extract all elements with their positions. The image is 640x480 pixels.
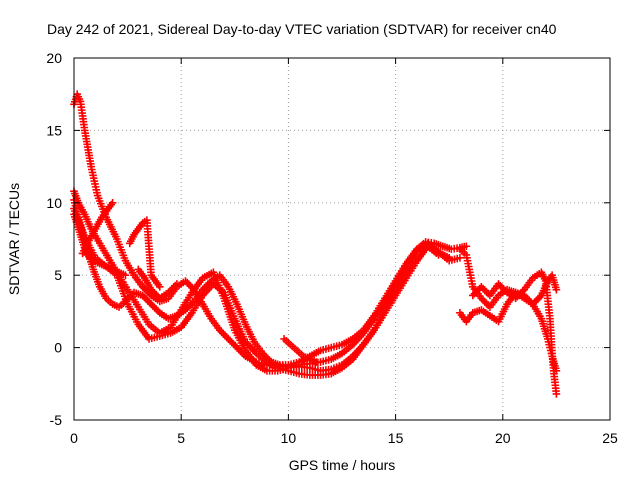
plot-frame — [73, 57, 611, 421]
axis-ticks: 0 5 10 15 20 25 -5 0 5 10 15 20 — [46, 50, 618, 446]
x-tick-label: 20 — [495, 430, 511, 446]
x-tick-label: 0 — [70, 430, 78, 446]
x-tick-label: 10 — [281, 430, 297, 446]
data-point — [312, 358, 321, 366]
data-point — [155, 282, 164, 291]
series-track-12 — [468, 268, 561, 398]
y-tick-label: -5 — [50, 412, 63, 428]
x-axis-label: GPS time / hours — [289, 457, 396, 473]
chart-title: Day 242 of 2021, Sidereal Day-to-day VTE… — [47, 21, 557, 37]
series-track-8 — [134, 265, 181, 303]
series-track-6 — [78, 199, 117, 258]
y-axis-label: SDTVAR / TECUs — [6, 183, 22, 295]
data-point — [108, 199, 117, 207]
x-tick-label: 5 — [177, 430, 185, 446]
data-point — [121, 271, 130, 279]
data-point — [456, 254, 464, 262]
y-tick-label: 5 — [54, 267, 62, 283]
x-tick-label: 25 — [602, 430, 618, 446]
data-point — [434, 251, 443, 259]
x-tick-label: 15 — [388, 430, 404, 446]
series-track-11 — [456, 288, 561, 375]
series-track-7 — [125, 216, 164, 291]
data-point — [552, 285, 561, 294]
data-point — [552, 390, 561, 398]
data-point — [173, 280, 181, 288]
y-tick-label: 20 — [46, 50, 62, 66]
y-tick-label: 0 — [54, 340, 62, 356]
series-track-4 — [70, 204, 443, 369]
data-marks — [70, 90, 561, 398]
y-tick-label: 10 — [46, 195, 62, 211]
grid — [74, 58, 610, 420]
series-track-1 — [70, 90, 471, 371]
series-track-9 — [280, 335, 321, 366]
data-point — [462, 242, 471, 251]
y-tick-label: 15 — [46, 122, 62, 138]
